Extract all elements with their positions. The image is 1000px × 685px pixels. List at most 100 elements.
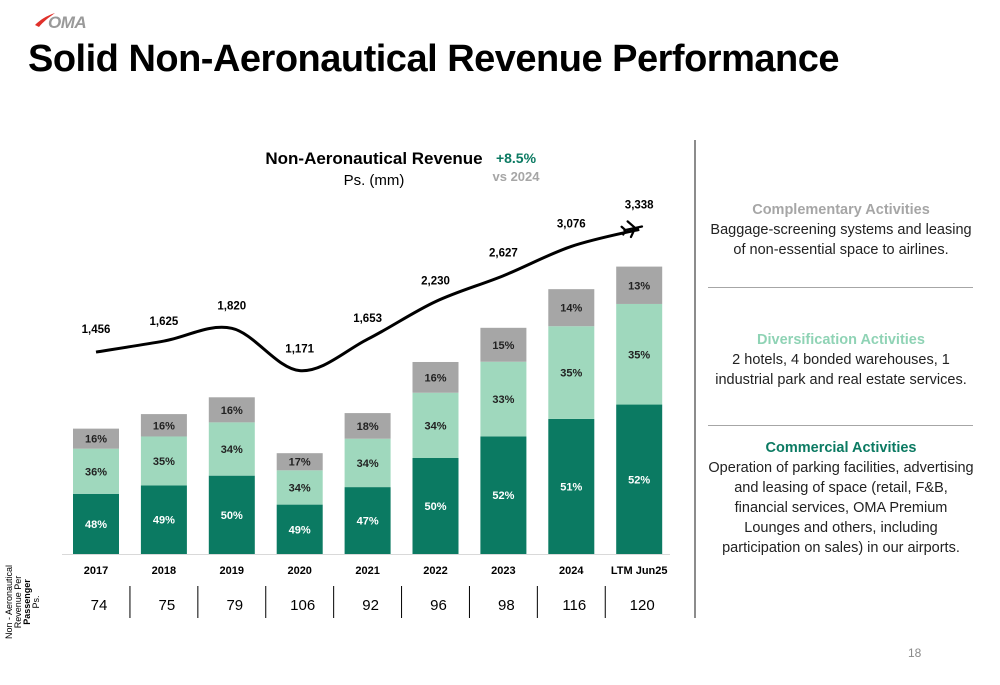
airplane-icon xyxy=(620,220,644,239)
complementary-activities: Complementary Activities Baggage-screeni… xyxy=(706,200,976,260)
category-label: 2024 xyxy=(559,565,584,577)
commercial-segment-label: 52% xyxy=(628,474,650,486)
airplane-shape xyxy=(620,220,644,239)
commercial-segment-label: 52% xyxy=(492,490,514,502)
commercial-bar-segment xyxy=(412,457,459,554)
commercial-segment-label: 49% xyxy=(153,515,175,527)
complementary-segment-label: 18% xyxy=(357,421,379,433)
complementary-segment-label: 16% xyxy=(153,420,175,432)
category-label: 2023 xyxy=(491,565,515,577)
per-passenger-group: 74 75 79 106 92 96 98 116 120 Non - Aeronautical R… xyxy=(4,565,655,639)
diversification-bar-segment xyxy=(276,470,323,505)
growth-label: vs 2024 xyxy=(493,169,541,184)
commercial-bar-segment xyxy=(616,404,663,554)
diversification-activities: Diversification Activities 2 hotels, 4 b… xyxy=(706,330,976,390)
revenue-value-label: 1,456 xyxy=(82,324,111,336)
commercial-segment-label: 50% xyxy=(221,510,243,522)
per-passenger-label-line: Ps. xyxy=(31,595,41,608)
bars-group: 48% 36% 16% 49% 35% 16% 50% 34% 16% 49% 34% 17% 47% 3… xyxy=(73,266,663,554)
complementary-segment-label: 17% xyxy=(289,457,311,469)
commercial-segment-label: 51% xyxy=(560,481,582,493)
page-title: Solid Non-Aeronautical Revenue Performan… xyxy=(28,38,839,80)
commercial-bar-segment xyxy=(344,487,391,554)
per-passenger-value: 96 xyxy=(430,597,447,614)
commercial-segment-label: 48% xyxy=(85,519,107,531)
diversification-title: Diversification Activities xyxy=(757,332,925,348)
diversification-segment-label: 34% xyxy=(357,458,379,470)
category-label: 2018 xyxy=(152,565,176,577)
diversification-description: 2 hotels, 4 bonded warehouses, 1 industr… xyxy=(715,352,967,388)
complementary-bar-segment xyxy=(480,327,527,362)
complementary-bar-segment xyxy=(412,361,459,393)
per-passenger-label-line: Revenue Per xyxy=(13,576,23,629)
category-label: 2017 xyxy=(84,565,108,577)
diversification-bar-segment xyxy=(344,438,391,488)
page-number: 18 xyxy=(908,646,922,660)
activity-separator xyxy=(708,287,973,288)
commercial-title: Commercial Activities xyxy=(765,440,917,456)
diversification-segment-label: 35% xyxy=(153,456,175,468)
diversification-bar-segment xyxy=(548,326,595,419)
complementary-segment-label: 14% xyxy=(560,303,582,315)
category-label: LTM Jun25 xyxy=(611,565,668,577)
complementary-segment-label: 15% xyxy=(492,340,514,352)
logo-text: OMA xyxy=(48,13,87,32)
complementary-bar-segment xyxy=(616,266,663,304)
commercial-bar-segment xyxy=(73,493,119,554)
complementary-bar-segment xyxy=(276,453,323,471)
revenue-value-label: 2,627 xyxy=(489,248,518,260)
diversification-bar-segment xyxy=(208,422,255,476)
complementary-bar-segment xyxy=(344,413,391,439)
per-passenger-value: 92 xyxy=(362,597,379,614)
oma-logo: OMA xyxy=(34,12,94,32)
per-passenger-value: 74 xyxy=(91,597,108,614)
commercial-bar-segment xyxy=(140,485,187,554)
commercial-description: Operation of parking facilities, adverti… xyxy=(708,460,974,556)
commercial-bar-segment xyxy=(548,418,595,554)
vertical-divider xyxy=(694,140,696,618)
complementary-bar-segment xyxy=(208,397,255,423)
chart-subtitle: Ps. (mm) xyxy=(344,172,405,189)
diversification-segment-label: 35% xyxy=(560,368,582,380)
commercial-bar-segment xyxy=(276,504,323,554)
revenue-value-label: 1,171 xyxy=(285,344,314,356)
revenue-line xyxy=(95,227,640,373)
diversification-bar-segment xyxy=(616,303,663,405)
complementary-bar-segment xyxy=(73,428,119,449)
revenue-value-label: 1,820 xyxy=(217,300,246,312)
commercial-segment-label: 49% xyxy=(289,524,311,536)
diversification-segment-label: 34% xyxy=(221,444,243,456)
per-passenger-label-line: Passenger xyxy=(22,579,32,625)
diversification-segment-label: 33% xyxy=(492,394,514,406)
category-label: 2019 xyxy=(220,565,244,577)
complementary-segment-label: 16% xyxy=(221,405,243,417)
diversification-bar-segment xyxy=(480,361,527,437)
commercial-bar-segment xyxy=(480,436,527,554)
complementary-segment-label: 16% xyxy=(85,434,107,446)
growth-value: +8.5% xyxy=(496,150,537,166)
revenue-value-label: 3,076 xyxy=(557,218,586,230)
per-passenger-value: 98 xyxy=(498,597,515,614)
diversification-segment-label: 35% xyxy=(628,349,650,361)
category-label: 2021 xyxy=(355,565,379,577)
per-passenger-value: 116 xyxy=(562,597,586,614)
per-passenger-value: 79 xyxy=(226,597,243,614)
per-passenger-value: 120 xyxy=(630,597,655,614)
revenue-value-label: 3,338 xyxy=(625,199,654,211)
per-passenger-label-line: Non - Aeronautical xyxy=(4,565,14,639)
per-passenger-row-label: Non - Aeronautical Revenue Per Passenger Ps… xyxy=(4,565,41,639)
revenue-chart: Non-Aeronautical Revenue Ps. (mm) +8.5% … xyxy=(4,149,670,639)
complementary-segment-label: 16% xyxy=(424,372,446,384)
per-passenger-value: 106 xyxy=(290,597,315,614)
category-label: 2022 xyxy=(423,565,447,577)
commercial-segment-label: 47% xyxy=(357,516,379,528)
diversification-bar-segment xyxy=(73,448,119,494)
diversification-segment-label: 34% xyxy=(424,420,446,432)
complementary-bar-segment xyxy=(140,414,187,437)
activity-separator xyxy=(708,425,973,426)
diversification-segment-label: 34% xyxy=(289,482,311,494)
revenue-value-label: 2,230 xyxy=(421,276,450,288)
diversification-segment-label: 36% xyxy=(85,466,107,478)
revenue-line-group: 1,456 1,625 1,820 1,171 1,653 2,230 2,627 3,076… xyxy=(82,199,654,373)
commercial-segment-label: 50% xyxy=(424,501,446,513)
